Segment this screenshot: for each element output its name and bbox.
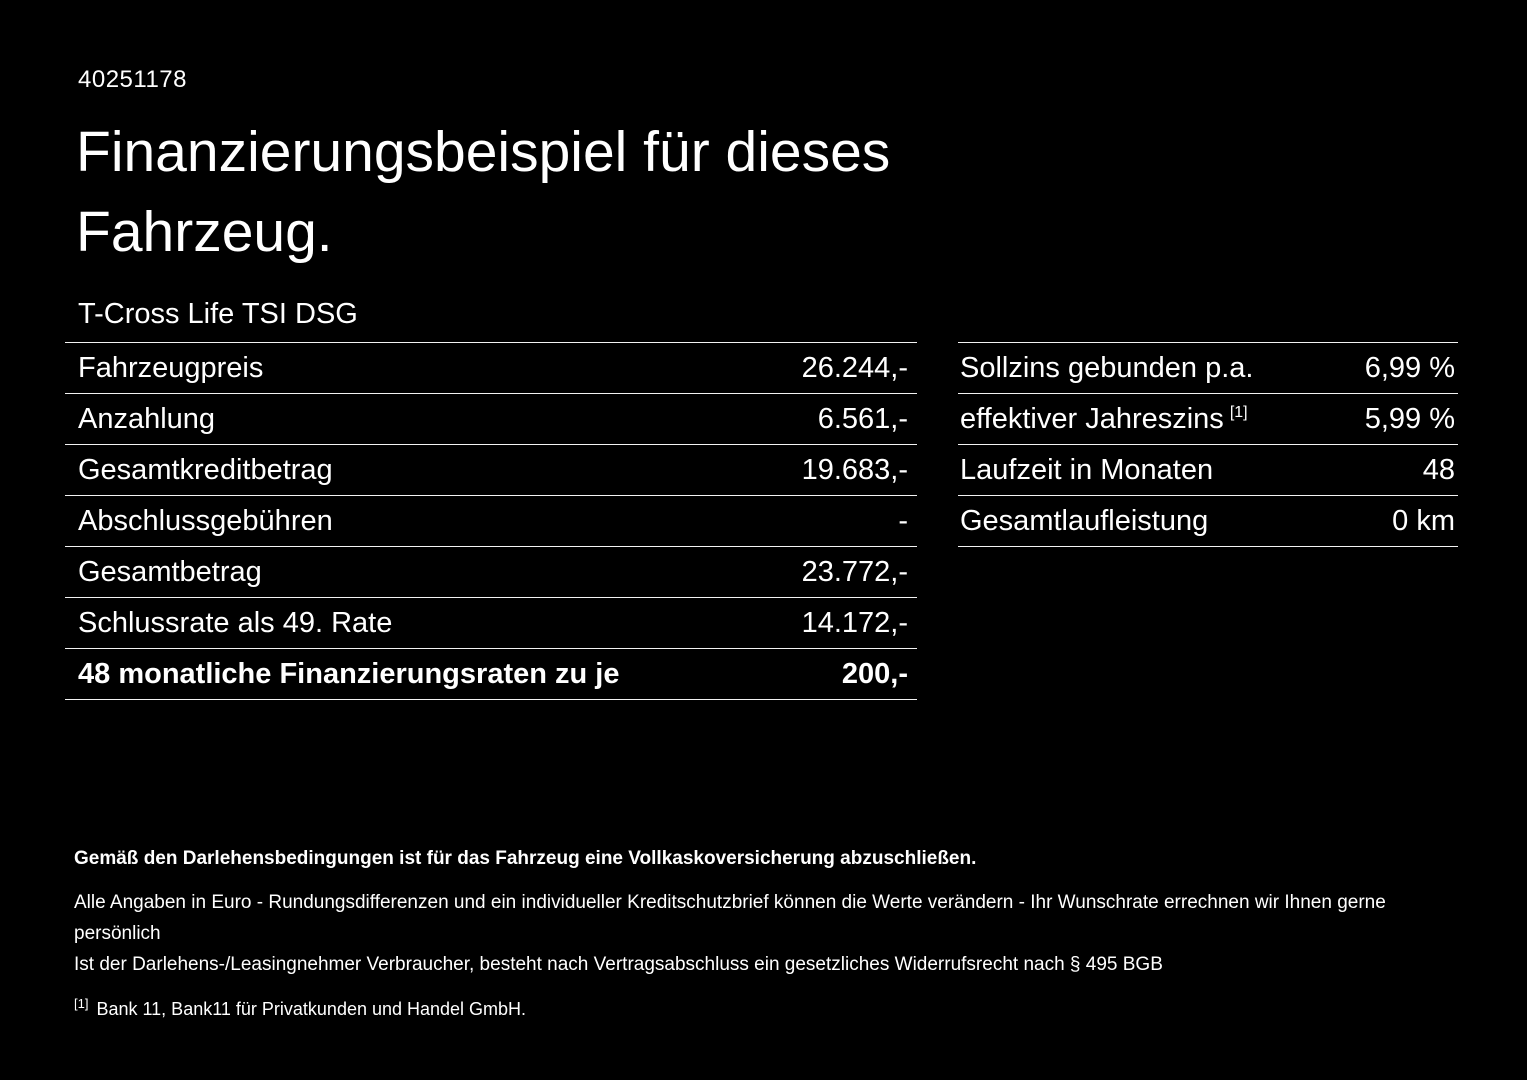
bank-footnote: [1] Bank 11, Bank11 für Privatkunden und …	[74, 996, 1474, 1020]
row-label: Gesamtbetrag	[78, 555, 262, 588]
document-id: 40251178	[78, 66, 187, 93]
row-label: Sollzins gebunden p.a.	[960, 351, 1254, 384]
table-row: effektiver Jahreszins [1] 5,99 %	[958, 393, 1458, 444]
table-row-monthly-rate: 48 monatliche Finanzierungsraten zu je 2…	[65, 648, 917, 700]
legal-footer: Gemäß den Darlehensbedingungen ist für d…	[74, 848, 1474, 1020]
table-row: Schlussrate als 49. Rate 14.172,-	[65, 597, 917, 648]
insurance-note: Gemäß den Darlehensbedingungen ist für d…	[74, 848, 977, 869]
row-label: Gesamtkreditbetrag	[78, 453, 333, 486]
row-value: 26.244,-	[801, 351, 908, 384]
price-table: Fahrzeugpreis 26.244,- Anzahlung 6.561,-…	[65, 342, 917, 700]
row-label: Schlussrate als 49. Rate	[78, 606, 393, 639]
table-row: Abschlussgebühren -	[65, 495, 917, 546]
footnote-marker: [1]	[74, 996, 89, 1011]
withdrawal-note: Ist der Darlehens-/Leasingnehmer Verbrau…	[74, 954, 1163, 975]
euro-note: Alle Angaben in Euro - Rundungsdifferenz…	[74, 892, 1386, 944]
row-value: 6.561,-	[817, 402, 908, 435]
row-value: 14.172,-	[801, 606, 908, 639]
table-row: Sollzins gebunden p.a. 6,99 %	[958, 342, 1458, 393]
row-value: 6,99 %	[1364, 351, 1455, 384]
row-label: Anzahlung	[78, 402, 216, 435]
table-row: Gesamtbetrag 23.772,-	[65, 546, 917, 597]
table-row: Gesamtlaufleistung 0 km	[958, 495, 1458, 547]
row-label: effektiver Jahreszins [1]	[960, 402, 1248, 435]
row-label: Laufzeit in Monaten	[960, 453, 1214, 486]
row-label: Gesamtlaufleistung	[960, 504, 1209, 537]
table-row: Fahrzeugpreis 26.244,-	[65, 342, 917, 393]
row-label: Abschlussgebühren	[78, 504, 333, 537]
row-label: Fahrzeugpreis	[78, 351, 264, 384]
table-row: Anzahlung 6.561,-	[65, 393, 917, 444]
vehicle-name: T-Cross Life TSI DSG	[78, 298, 358, 330]
row-label: 48 monatliche Finanzierungsraten zu je	[78, 657, 620, 690]
row-value: 200,-	[841, 657, 908, 690]
financing-tables: Fahrzeugpreis 26.244,- Anzahlung 6.561,-…	[65, 342, 1458, 700]
row-value: 48	[1422, 453, 1455, 486]
footnote-text: Bank 11, Bank11 für Privatkunden und Han…	[96, 999, 527, 1019]
page-title: Finanzierungsbeispiel für dieses Fahrzeu…	[76, 120, 891, 264]
row-value: 23.772,-	[801, 555, 908, 588]
table-row: Gesamtkreditbetrag 19.683,-	[65, 444, 917, 495]
table-row: Laufzeit in Monaten 48	[958, 444, 1458, 495]
row-value: 19.683,-	[801, 453, 908, 486]
row-value: 5,99 %	[1364, 402, 1455, 435]
footnote-ref: [1]	[1229, 403, 1248, 421]
row-value: -	[898, 504, 908, 537]
conditions-table: Sollzins gebunden p.a. 6,99 % effektiver…	[958, 342, 1458, 547]
row-value: 0 km	[1392, 504, 1455, 537]
